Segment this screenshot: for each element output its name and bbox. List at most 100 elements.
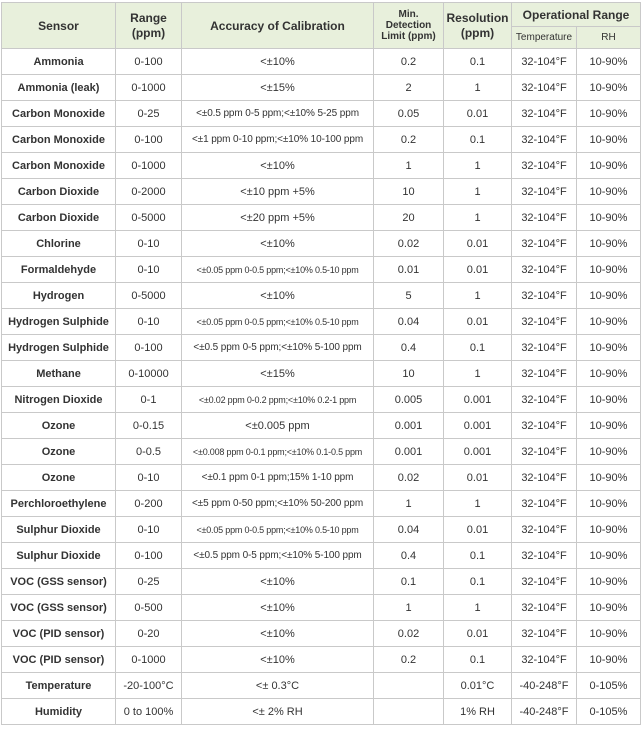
- cell-accuracy: <±0.5 ppm 0-5 ppm;<±10% 5-25 ppm: [181, 100, 374, 127]
- cell-sensor: Methane: [1, 360, 116, 387]
- table-row: Carbon Monoxide 0-100 <±1 ppm 0-10 ppm;<±1…: [1, 126, 641, 153]
- table-header: Sensor Range (ppm) Accuracy of Calibrati…: [1, 2, 641, 49]
- cell-range: 0-100: [115, 542, 182, 569]
- cell-resolution: 0.01: [443, 230, 512, 257]
- cell-sensor: Ozone: [1, 438, 116, 465]
- table-row: Hydrogen Sulphide 0-100 <±0.5 ppm 0-5 ppm;…: [1, 334, 641, 361]
- cell-range: 0-2000: [115, 178, 182, 205]
- cell-resolution: 1: [443, 282, 512, 309]
- cell-range: 0-5000: [115, 204, 182, 231]
- cell-range: 0-5000: [115, 282, 182, 309]
- cell-range: 0-25: [115, 100, 182, 127]
- cell-accuracy: <±10%: [181, 152, 374, 179]
- cell-min-detection-limit: [373, 672, 444, 699]
- cell-rh: 10-90%: [576, 568, 641, 595]
- cell-temperature: 32-104°F: [511, 74, 577, 101]
- cell-rh: 10-90%: [576, 386, 641, 413]
- cell-temperature: 32-104°F: [511, 412, 577, 439]
- cell-accuracy: <±15%: [181, 360, 374, 387]
- cell-min-detection-limit: 2: [373, 74, 444, 101]
- cell-range: 0-0.15: [115, 412, 182, 439]
- cell-rh: 10-90%: [576, 152, 641, 179]
- cell-sensor: Carbon Monoxide: [1, 126, 116, 153]
- cell-min-detection-limit: 0.02: [373, 620, 444, 647]
- cell-rh: 10-90%: [576, 360, 641, 387]
- cell-accuracy: <±0.008 ppm 0-0.1 ppm;<±10% 0.1-0.5 ppm: [181, 438, 374, 465]
- cell-rh: 10-90%: [576, 256, 641, 283]
- header-min-detection-limit: Min. Detection Limit (ppm): [373, 2, 444, 49]
- cell-resolution: 1: [443, 360, 512, 387]
- header-accuracy: Accuracy of Calibration: [181, 2, 374, 49]
- cell-temperature: 32-104°F: [511, 542, 577, 569]
- cell-rh: 10-90%: [576, 438, 641, 465]
- cell-rh: 10-90%: [576, 464, 641, 491]
- cell-temperature: 32-104°F: [511, 308, 577, 335]
- cell-accuracy: <±0.05 ppm 0-0.5 ppm;<±10% 0.5-10 ppm: [181, 256, 374, 283]
- table-row: VOC (PID sensor) 0-20 <±10% 0.02 0.01 32-104°…: [1, 620, 641, 647]
- cell-min-detection-limit: 0.05: [373, 100, 444, 127]
- table-row: VOC (GSS sensor) 0-500 <±10% 1 1 32-104°F 10-9…: [1, 594, 641, 621]
- cell-rh: 10-90%: [576, 620, 641, 647]
- cell-resolution: 0.1: [443, 568, 512, 595]
- table-row: Ammonia 0-100 <±10% 0.2 0.1 32-104°F 10-90%: [1, 48, 641, 75]
- cell-min-detection-limit: 5: [373, 282, 444, 309]
- table-row: Hydrogen Sulphide 0-10 <±0.05 ppm 0-0.5 pp…: [1, 308, 641, 335]
- cell-accuracy: <±0.05 ppm 0-0.5 ppm;<±10% 0.5-10 ppm: [181, 308, 374, 335]
- cell-rh: 0-105%: [576, 698, 641, 725]
- cell-resolution: 0.1: [443, 126, 512, 153]
- cell-temperature: 32-104°F: [511, 386, 577, 413]
- cell-temperature: -40-248°F: [511, 672, 577, 699]
- cell-sensor: Ammonia: [1, 48, 116, 75]
- cell-resolution: 0.01: [443, 464, 512, 491]
- table-row: VOC (GSS sensor) 0-25 <±10% 0.1 0.1 32-104°F 1…: [1, 568, 641, 595]
- cell-sensor: VOC (PID sensor): [1, 646, 116, 673]
- cell-min-detection-limit: 0.2: [373, 126, 444, 153]
- cell-range: 0-20: [115, 620, 182, 647]
- cell-rh: 10-90%: [576, 74, 641, 101]
- cell-range: 0-100: [115, 48, 182, 75]
- cell-accuracy: <±0.5 ppm 0-5 ppm;<±10% 5-100 ppm: [181, 542, 374, 569]
- cell-resolution: 1% RH: [443, 698, 512, 725]
- cell-temperature: 32-104°F: [511, 48, 577, 75]
- cell-min-detection-limit: 0.02: [373, 230, 444, 257]
- cell-sensor: Sulphur Dioxide: [1, 542, 116, 569]
- cell-sensor: Temperature: [1, 672, 116, 699]
- cell-range: 0-1000: [115, 646, 182, 673]
- cell-temperature: 32-104°F: [511, 490, 577, 517]
- cell-sensor: Nitrogen Dioxide: [1, 386, 116, 413]
- cell-rh: 10-90%: [576, 230, 641, 257]
- cell-resolution: 1: [443, 152, 512, 179]
- cell-resolution: 0.1: [443, 646, 512, 673]
- cell-temperature: 32-104°F: [511, 568, 577, 595]
- cell-sensor: Carbon Dioxide: [1, 204, 116, 231]
- cell-min-detection-limit: 0.1: [373, 568, 444, 595]
- cell-sensor: Ammonia (leak): [1, 74, 116, 101]
- cell-resolution: 0.1: [443, 542, 512, 569]
- table-row: Ozone 0-0.5 <±0.008 ppm 0-0.1 ppm;<±10% 0.…: [1, 438, 641, 465]
- cell-accuracy: <±10%: [181, 48, 374, 75]
- cell-sensor: Ozone: [1, 464, 116, 491]
- cell-temperature: 32-104°F: [511, 620, 577, 647]
- cell-sensor: VOC (PID sensor): [1, 620, 116, 647]
- header-rh: RH: [576, 26, 641, 49]
- cell-range: 0 to 100%: [115, 698, 182, 725]
- cell-range: 0-200: [115, 490, 182, 517]
- table-row: Formaldehyde 0-10 <±0.05 ppm 0-0.5 ppm;<±1…: [1, 256, 641, 283]
- cell-sensor: VOC (GSS sensor): [1, 594, 116, 621]
- cell-temperature: 32-104°F: [511, 256, 577, 283]
- table-row: Chlorine 0-10 <±10% 0.02 0.01 32-104°F 10-90%: [1, 230, 641, 257]
- cell-min-detection-limit: 0.4: [373, 334, 444, 361]
- cell-rh: 10-90%: [576, 334, 641, 361]
- table-row: Hydrogen 0-5000 <±10% 5 1 32-104°F 10-90%: [1, 282, 641, 309]
- cell-resolution: 1: [443, 490, 512, 517]
- cell-min-detection-limit: 0.005: [373, 386, 444, 413]
- cell-accuracy: <±10%: [181, 594, 374, 621]
- cell-accuracy: <±0.1 ppm 0-1 ppm;15% 1-10 ppm: [181, 464, 374, 491]
- cell-min-detection-limit: 0.001: [373, 438, 444, 465]
- cell-accuracy: <±10 ppm +5%: [181, 178, 374, 205]
- cell-range: 0-100: [115, 334, 182, 361]
- cell-accuracy: <± 2% RH: [181, 698, 374, 725]
- cell-sensor: Hydrogen Sulphide: [1, 308, 116, 335]
- cell-min-detection-limit: 0.4: [373, 542, 444, 569]
- header-resolution: Resolution (ppm): [443, 2, 512, 49]
